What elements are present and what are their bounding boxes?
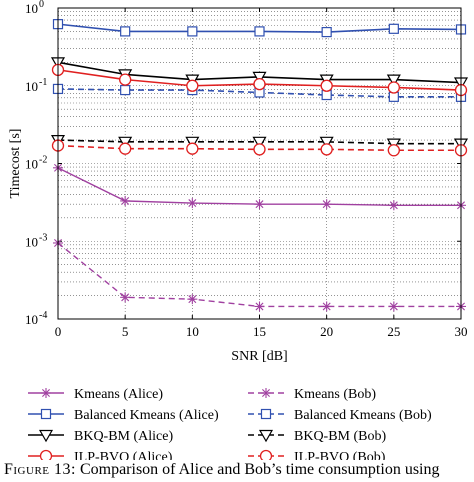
legend-marker (260, 408, 272, 420)
plot-frame (57, 7, 462, 320)
caption-text: Comparison of Alice and Bob’s time consu… (75, 461, 440, 478)
x-tick-label: 15 (253, 324, 266, 339)
legend-label: Balanced Kmeans (Alice) (74, 408, 219, 423)
x-axis-label: SNR [dB] (231, 349, 287, 364)
data-point (253, 77, 266, 91)
data-point (321, 26, 332, 38)
data-point (388, 23, 399, 34)
x-tick-label: 30 (455, 324, 468, 339)
legend-label: BKQ-BM (Bob) (294, 429, 387, 444)
data-point (186, 79, 199, 92)
y-tick-label: 10 (25, 157, 38, 172)
data-point (120, 292, 131, 303)
data-point (254, 199, 265, 210)
data-point (252, 136, 267, 150)
series-layer (50, 19, 469, 312)
y-tick-exponent: -4 (39, 310, 47, 321)
legend: Kmeans (Alice) Kmeans (Bob) Balanced Kmean… (28, 387, 432, 460)
series-6 (51, 63, 468, 97)
legend-item: Kmeans (Bob) (248, 387, 376, 402)
data-point (320, 143, 333, 156)
legend-marker (38, 429, 54, 443)
data-point (119, 73, 132, 86)
legend-item: ILP-BVQ (Alice) (28, 449, 173, 460)
data-point (386, 74, 401, 87)
legend-item: Kmeans (Alice) (28, 387, 163, 402)
legend-marker (258, 429, 274, 443)
data-point (319, 136, 334, 150)
legend-label: Balanced Kmeans (Bob) (294, 408, 432, 423)
legend-label: ILP-BVQ (Alice) (74, 450, 173, 460)
legend-label: BKQ-BM (Alice) (74, 429, 173, 444)
legend-label: Kmeans (Bob) (294, 387, 376, 402)
data-point (119, 142, 132, 155)
data-point (253, 143, 266, 156)
x-axis: 0 5 10 15 20 25 30 (55, 8, 468, 339)
legend-marker (40, 408, 52, 420)
data-point (254, 301, 265, 312)
legend-marker (39, 449, 53, 460)
data-point (120, 84, 131, 96)
y-tick-label: 10 (25, 234, 38, 249)
x-tick-label: 20 (320, 324, 333, 339)
y-tick-exponent: -2 (39, 155, 47, 166)
legend-marker (261, 388, 271, 398)
x-tick-label: 10 (186, 324, 199, 339)
legend-item: Balanced Kmeans (Alice) (28, 408, 219, 423)
legend-item: BKQ-BM (Bob) (248, 429, 387, 444)
legend-label: Kmeans (Alice) (74, 387, 163, 402)
data-point (187, 198, 198, 209)
y-tick-exponent: -3 (39, 232, 47, 243)
data-point (387, 81, 400, 94)
figure-caption: Figure 13: Comparison of Alice and Bob’s… (4, 461, 474, 482)
data-point (388, 200, 399, 211)
legend-item: Balanced Kmeans (Bob) (248, 408, 432, 423)
data-point (388, 91, 399, 102)
data-point (254, 26, 265, 37)
y-axis-label: Timecost [s] (8, 129, 23, 199)
legend-marker (259, 449, 273, 460)
data-point (320, 79, 333, 92)
caption-label: Figure 13: (4, 461, 76, 478)
x-tick-label: 5 (122, 324, 129, 339)
data-point (186, 142, 199, 155)
y-tick-exponent: -1 (39, 77, 47, 88)
legend-item: ILP-BVQ (Bob) (248, 449, 386, 460)
data-point (387, 144, 400, 157)
legend-item: BKQ-BM (Alice) (28, 429, 173, 444)
data-point (321, 199, 332, 210)
legend-label: ILP-BVQ (Bob) (294, 450, 386, 460)
series-0 (53, 162, 466, 211)
data-point (252, 71, 267, 85)
data-point (321, 301, 332, 312)
x-tick-label: 25 (387, 324, 400, 339)
data-point (388, 301, 399, 312)
data-point (120, 195, 131, 206)
legend-marker (41, 388, 51, 398)
data-point (187, 26, 198, 37)
y-tick-label: 10 (25, 1, 38, 16)
series-1 (53, 237, 466, 312)
x-tick-label: 0 (55, 324, 62, 339)
y-tick-label: 10 (25, 79, 38, 94)
data-point (187, 294, 198, 305)
data-point (120, 26, 131, 37)
y-tick-exponent: 0 (39, 0, 44, 10)
y-tick-label: 10 (25, 312, 38, 327)
